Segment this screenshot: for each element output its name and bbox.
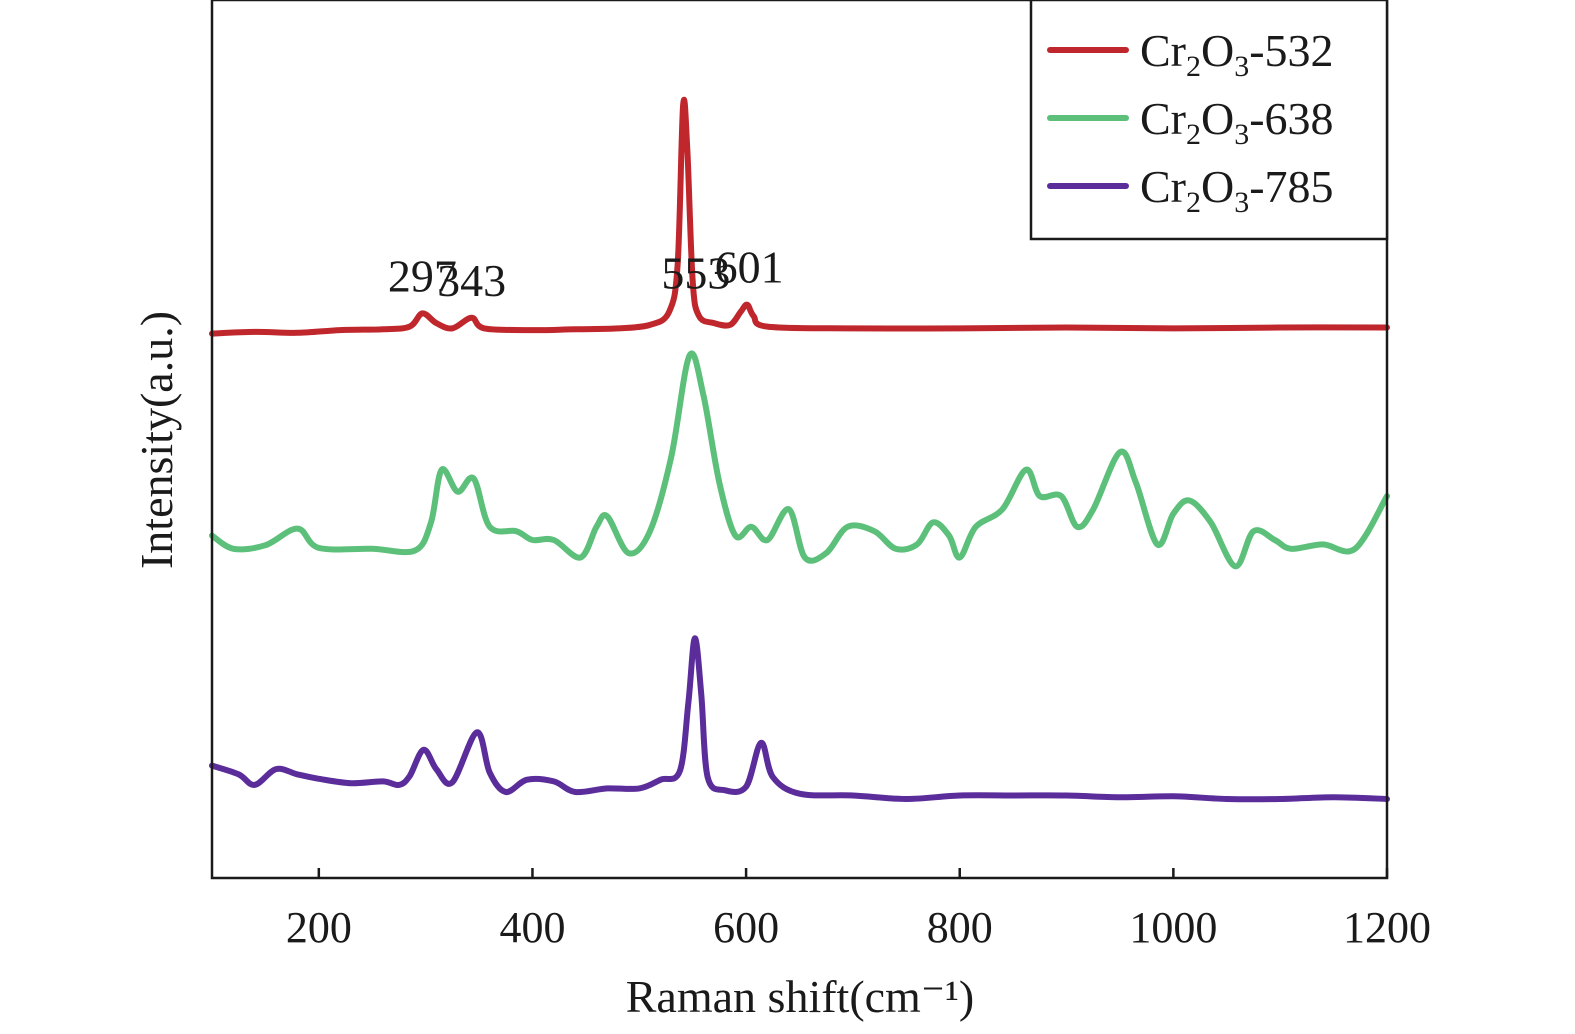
legend-label-1: Cr2O3-532 [1140, 25, 1334, 83]
y-axis-title: Intensity(a.u.) [131, 311, 182, 569]
x-axis-title: Raman shift(cm⁻¹) [626, 971, 974, 1022]
peak-label-297: 297 [388, 250, 457, 301]
legend-label-2: Cr2O3-638 [1140, 93, 1334, 151]
series-line-2 [209, 350, 1390, 570]
peak-label-343: 343 [437, 255, 506, 306]
legend-label-3: Cr2O3-785 [1140, 161, 1334, 219]
x-tick-label: 1000 [1129, 903, 1217, 952]
x-axis: 200 400 600 800 1000 1200 [286, 868, 1431, 952]
x-tick-label: 600 [713, 903, 779, 952]
x-tick-label: 800 [927, 903, 993, 952]
x-tick-label: 400 [499, 903, 565, 952]
legend: Cr2O3-532 Cr2O3-638 Cr2O3-785 [1029, 0, 1389, 241]
series-line-1 [209, 96, 1390, 337]
peak-label-553: 553 [661, 248, 730, 299]
series-line-3 [209, 635, 1390, 803]
peak-label-601: 601 [715, 242, 784, 293]
plot-frame [210, 0, 1389, 880]
plot-content [209, 96, 1390, 803]
x-tick-label: 1200 [1343, 903, 1431, 952]
x-tick-label: 200 [286, 903, 352, 952]
